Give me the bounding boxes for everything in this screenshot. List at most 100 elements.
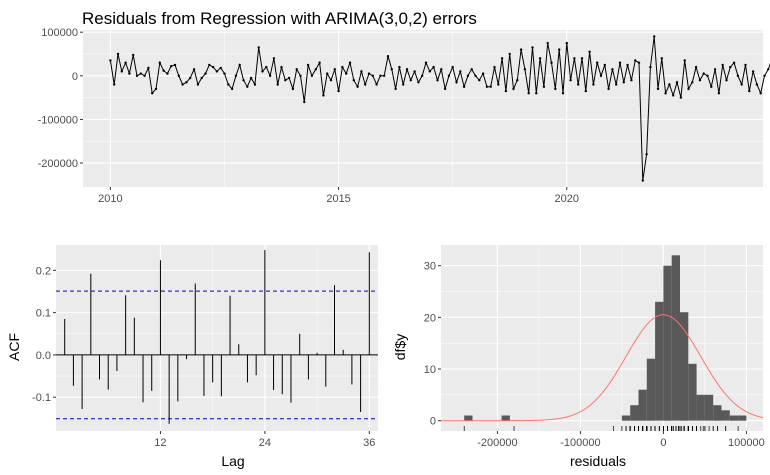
residual-histogram: -200000 -100000 0 100000 0 10 20 30 [424, 245, 765, 449]
residual-point [656, 87, 660, 91]
acf-chart: 12 24 36 0.2 0.1 0.0 -0.1 [32, 245, 378, 449]
residual-point [356, 85, 359, 88]
residual-point [299, 74, 302, 78]
residual-point [333, 68, 336, 71]
residual-point [230, 87, 234, 91]
residual-point [462, 85, 466, 88]
residual-point [687, 87, 690, 91]
residual-point [516, 79, 519, 82]
residual-point [196, 83, 200, 86]
residual-point [120, 70, 124, 73]
y-tick-label: 0.0 [36, 350, 51, 362]
residual-point [443, 87, 447, 91]
residual-point [295, 68, 298, 71]
histogram-bar [655, 301, 664, 421]
histogram-bar [663, 265, 672, 421]
histogram-bar [464, 415, 473, 421]
residual-point [527, 92, 530, 95]
residual-point [459, 70, 462, 73]
panel-background [56, 245, 378, 431]
residual-point [660, 57, 663, 60]
residual-point [748, 89, 751, 93]
residual-point [215, 70, 219, 73]
residual-point [637, 61, 641, 64]
residual-point [124, 61, 127, 64]
x-tick-label: 2020 [555, 193, 579, 205]
residual-point [519, 48, 523, 51]
residual-point [135, 74, 139, 78]
residual-point [185, 81, 188, 84]
residual-point [348, 61, 352, 64]
x-tick-label: 100000 [728, 437, 765, 449]
residual-time-series: 2010 2015 2020 100000 0 -100000 -200000 [38, 27, 770, 205]
residual-point [253, 83, 257, 86]
residual-point [345, 72, 348, 75]
residual-point [181, 83, 184, 86]
residual-point [466, 74, 470, 78]
x-tick-label: 12 [154, 437, 166, 449]
residual-point [763, 74, 766, 78]
x-tick-label: 2010 [98, 193, 122, 205]
residual-point [523, 68, 527, 71]
residual-point [558, 48, 561, 51]
residual-point [622, 81, 625, 84]
residual-point [272, 57, 276, 60]
residual-point [736, 74, 740, 78]
residual-point [554, 87, 557, 91]
residual-point [725, 79, 728, 82]
residual-point [710, 85, 713, 88]
residual-point [675, 81, 679, 84]
residual-point [413, 70, 416, 73]
residual-point [653, 35, 656, 38]
residual-point [310, 74, 314, 78]
residual-point [375, 83, 378, 86]
residual-point [223, 72, 226, 75]
residual-point [242, 79, 245, 82]
x-tick-label: 24 [259, 437, 271, 449]
residual-point [265, 65, 268, 69]
residual-point [143, 74, 146, 78]
residual-point [497, 83, 500, 86]
residual-point [755, 83, 759, 86]
chart-title: Residuals from Regression with ARIMA(3,0… [82, 9, 477, 28]
residual-point [280, 65, 283, 69]
residual-point [287, 76, 291, 80]
x-tick-label: 0 [660, 437, 666, 449]
residual-point [113, 83, 116, 86]
residual-point [542, 85, 546, 88]
residual-point [706, 74, 709, 78]
residual-point [177, 74, 180, 78]
residual-point [284, 79, 287, 82]
residual-point [421, 74, 424, 78]
histogram-bar [680, 312, 689, 421]
y-tick-label: -100000 [38, 114, 78, 126]
residual-point [246, 85, 249, 88]
residual-point [744, 63, 747, 67]
residual-point [740, 83, 743, 86]
residual-point [192, 68, 196, 71]
residual-point [751, 70, 755, 73]
residual-point [679, 96, 683, 99]
residual-point [402, 83, 405, 86]
residual-point [322, 94, 325, 97]
residual-point [166, 72, 169, 75]
residual-point [386, 55, 390, 58]
residual-point [390, 68, 393, 71]
y-tick-label: 10 [424, 364, 436, 376]
residual-point [535, 92, 538, 95]
residual-point [162, 69, 165, 72]
residual-point [447, 74, 451, 78]
residual-point [672, 94, 675, 97]
residual-point [147, 66, 150, 70]
x-tick-label: -200000 [477, 437, 517, 449]
residual-point [337, 89, 340, 93]
residual-point [303, 100, 306, 104]
residual-point [268, 74, 272, 78]
histogram-bar [688, 363, 697, 421]
residual-point [584, 89, 587, 93]
histogram-bar [646, 358, 656, 421]
residual-point [588, 50, 591, 53]
residual-point [691, 81, 694, 84]
y-tick-label: 20 [424, 312, 436, 324]
histogram-bar [696, 394, 705, 421]
